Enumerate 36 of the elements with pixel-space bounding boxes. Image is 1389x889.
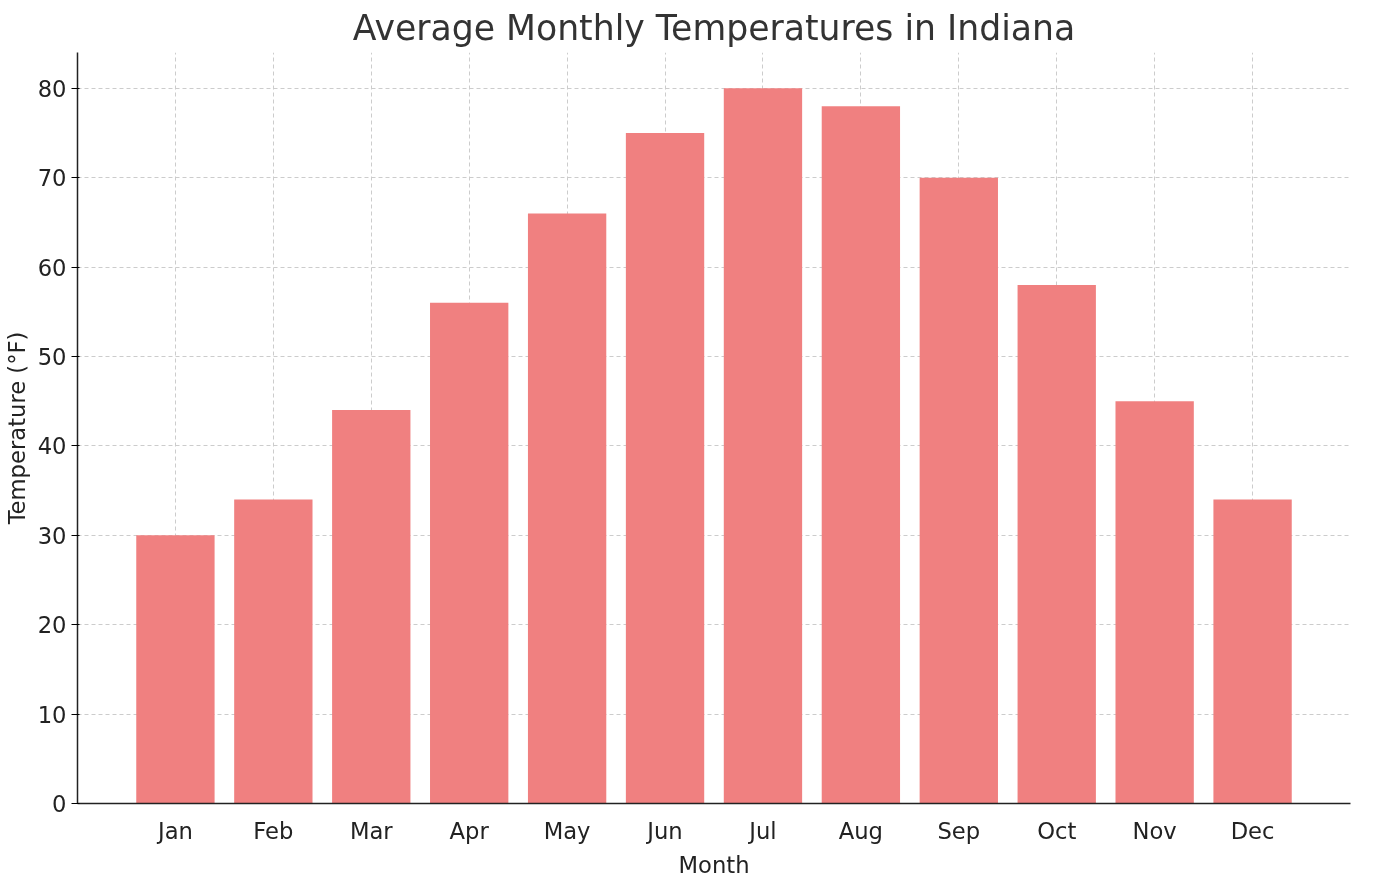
y-tick-label: 20: [37, 612, 67, 639]
bar: [723, 88, 803, 804]
bar: [625, 132, 705, 804]
x-tick-label: Oct: [1037, 817, 1077, 844]
y-tick-label: 50: [37, 343, 67, 370]
x-tick-label: Jul: [747, 817, 777, 844]
x-tick-label: Dec: [1230, 817, 1275, 844]
x-axis-title: Month: [678, 851, 750, 878]
x-tick-label: Aug: [838, 817, 884, 844]
y-tick-label: 10: [37, 701, 67, 728]
x-tick-label: Jun: [645, 817, 683, 844]
y-tick-label: 60: [37, 254, 67, 281]
x-tick-label: Feb: [253, 817, 294, 844]
bar: [919, 177, 998, 804]
bar: [234, 499, 313, 804]
bar: [821, 106, 901, 804]
y-tick-label: 30: [37, 522, 67, 549]
bar: [430, 302, 509, 804]
bar: [1017, 284, 1096, 804]
chart-title: Average Monthly Temperatures in Indiana: [352, 7, 1076, 48]
bar: [136, 535, 215, 804]
y-tick-label: 70: [37, 165, 67, 192]
x-tick-label: Jan: [155, 817, 193, 844]
y-axis-title: Temperature (°F): [3, 331, 30, 526]
y-tick-label: 80: [37, 75, 67, 102]
bar: [527, 213, 607, 804]
x-tick-label: May: [543, 817, 591, 844]
bar: [332, 410, 411, 804]
x-tick-label: Sep: [937, 817, 981, 844]
x-tick-label: Mar: [349, 817, 394, 844]
y-tick-label: 0: [52, 791, 67, 817]
x-tick-label: Nov: [1132, 817, 1177, 844]
x-tick-label: Apr: [449, 817, 490, 844]
bar: [1213, 499, 1292, 804]
y-tick-label: 40: [37, 433, 67, 460]
bar: [1115, 401, 1194, 804]
